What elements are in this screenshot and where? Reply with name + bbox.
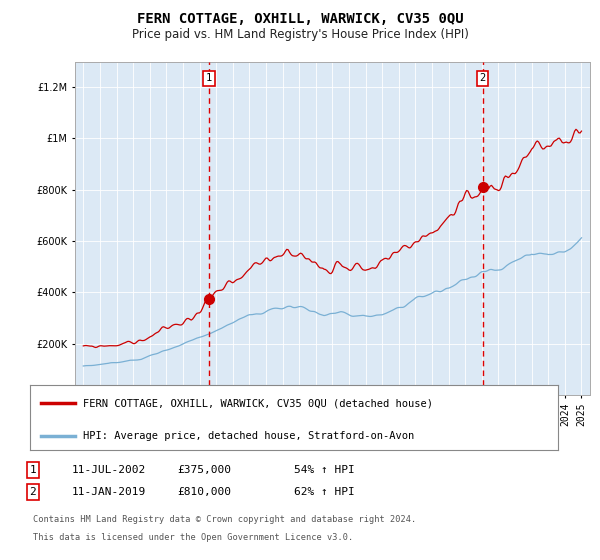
Text: 2: 2 bbox=[29, 487, 37, 497]
Text: Contains HM Land Registry data © Crown copyright and database right 2024.: Contains HM Land Registry data © Crown c… bbox=[33, 516, 416, 525]
Text: FERN COTTAGE, OXHILL, WARWICK, CV35 0QU: FERN COTTAGE, OXHILL, WARWICK, CV35 0QU bbox=[137, 12, 463, 26]
Text: 11-JAN-2019: 11-JAN-2019 bbox=[72, 487, 146, 497]
Text: £810,000: £810,000 bbox=[177, 487, 231, 497]
Text: 1: 1 bbox=[29, 465, 37, 475]
Text: £375,000: £375,000 bbox=[177, 465, 231, 475]
Text: 54% ↑ HPI: 54% ↑ HPI bbox=[294, 465, 355, 475]
Text: 1: 1 bbox=[206, 73, 212, 83]
Text: 2: 2 bbox=[479, 73, 485, 83]
Text: Price paid vs. HM Land Registry's House Price Index (HPI): Price paid vs. HM Land Registry's House … bbox=[131, 28, 469, 41]
Text: FERN COTTAGE, OXHILL, WARWICK, CV35 0QU (detached house): FERN COTTAGE, OXHILL, WARWICK, CV35 0QU … bbox=[83, 398, 433, 408]
Text: 11-JUL-2002: 11-JUL-2002 bbox=[72, 465, 146, 475]
Text: This data is licensed under the Open Government Licence v3.0.: This data is licensed under the Open Gov… bbox=[33, 534, 353, 543]
Text: HPI: Average price, detached house, Stratford-on-Avon: HPI: Average price, detached house, Stra… bbox=[83, 431, 414, 441]
Text: 62% ↑ HPI: 62% ↑ HPI bbox=[294, 487, 355, 497]
